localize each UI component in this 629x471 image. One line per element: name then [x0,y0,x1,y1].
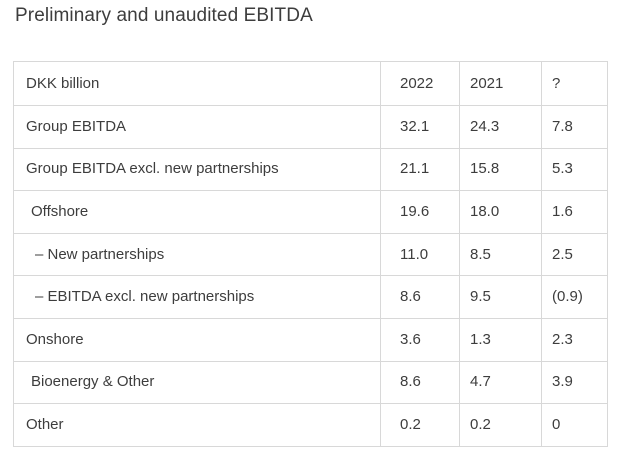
value-cell: 1.6 [541,191,607,233]
value-cell: 2.3 [541,318,607,361]
column-header-2022: 2022 [380,62,459,105]
row-label: Group EBITDA excl. new partnerships [26,160,279,178]
row-label: Onshore [26,330,84,348]
value-cell: 0 [541,404,607,446]
row-label: Bioenergy & Other [31,373,155,391]
value-cell: 8.6 [380,361,459,404]
row-label: – EBITDA excl. new partnerships [35,288,255,306]
table-row: – New partnerships 11.0 8.5 2.5 [14,232,607,276]
page-title: Preliminary and unaudited EBITDA [15,5,313,26]
value-cell: 0.2 [380,404,459,446]
value-cell: 24.3 [459,106,541,148]
value-cell: 0.2 [459,404,541,446]
value-cell: 3.9 [541,361,607,404]
value-cell: 3.6 [380,318,459,361]
value-cell: 18.0 [459,191,541,233]
table-row: Bioenergy & Other 8.6 4.7 3.9 [14,360,607,404]
table-row: Group EBITDA 32.1 24.3 7.8 [14,105,607,148]
value-cell: 11.0 [380,233,459,276]
column-header-2021: 2021 [459,62,541,105]
table-row: Onshore 3.6 1.3 2.3 [14,317,607,361]
table-row: – EBITDA excl. new partnerships 8.6 9.5 … [14,275,607,318]
value-cell: 32.1 [380,106,459,148]
value-cell: 19.6 [380,191,459,233]
row-label: Group EBITDA [26,117,127,135]
value-cell: 4.7 [459,361,541,404]
value-cell: 15.8 [459,148,541,191]
value-cell: (0.9) [541,276,607,318]
value-cell: 2.5 [541,233,607,276]
row-label: – New partnerships [35,245,165,263]
value-cell: 21.1 [380,148,459,191]
table-row: Offshore 19.6 18.0 1.6 [14,190,607,233]
value-cell: 7.8 [541,106,607,148]
row-label: Offshore [31,202,89,220]
ebitda-table: DKK billion 2022 2021 ? Group EBITDA 32.… [13,61,608,447]
value-cell: 8.5 [459,233,541,276]
value-cell: 9.5 [459,276,541,318]
column-header-unit: DKK billion [26,74,100,92]
value-cell: 1.3 [459,318,541,361]
column-header-delta: ? [541,62,607,105]
table-row: Group EBITDA excl. new partnerships 21.1… [14,147,607,191]
value-cell: 8.6 [380,276,459,318]
value-cell: 5.3 [541,148,607,191]
row-label: Other [26,415,64,433]
table-row: Other 0.2 0.2 0 [14,403,607,446]
table-header-row: DKK billion 2022 2021 ? [14,62,607,105]
